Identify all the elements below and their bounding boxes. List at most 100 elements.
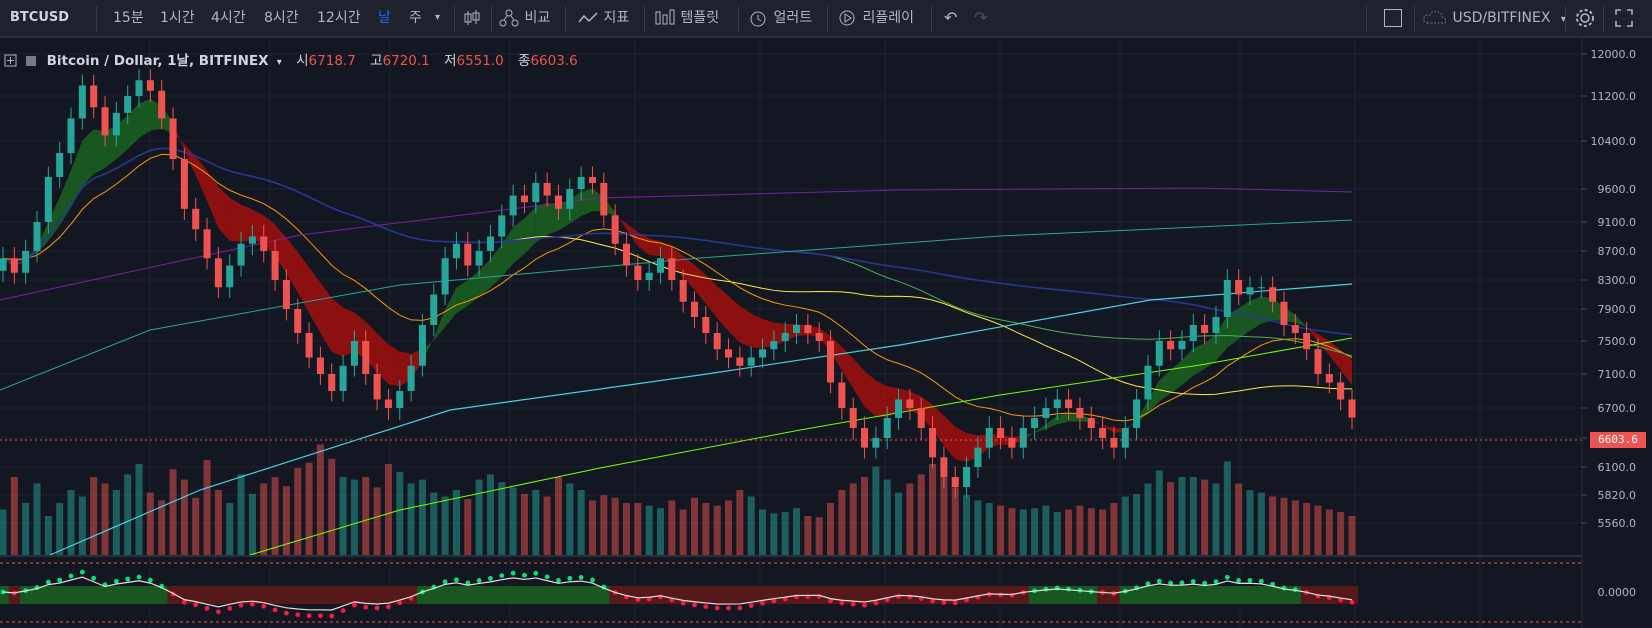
- price-axis[interactable]: 12000.0 11200.0 10400.0 9600.0 9100.0 8700.0 8…: [1582, 48, 1636, 599]
- volume-bar: [974, 500, 982, 555]
- interval-12h-button[interactable]: 12시간: [317, 10, 361, 26]
- redo-icon[interactable]: ↷: [974, 8, 988, 27]
- osc-dot: [1213, 579, 1219, 585]
- indicators-button[interactable]: 지표: [577, 0, 629, 36]
- candle-body: [1314, 349, 1322, 374]
- volume-bar: [872, 466, 880, 555]
- close-label: 종: [518, 53, 531, 69]
- volume-bar: [1246, 490, 1254, 555]
- candle-body: [1337, 382, 1345, 400]
- replay-button[interactable]: 리플레이: [836, 0, 914, 36]
- volume-bar: [1099, 509, 1107, 555]
- volume-bar: [1269, 496, 1277, 555]
- candle-body: [906, 399, 914, 408]
- osc-dot: [1190, 579, 1196, 584]
- legend-menu-icon[interactable]: ▾: [276, 57, 282, 68]
- candle-body: [679, 280, 687, 302]
- ribbon-segment: [218, 186, 230, 241]
- osc-histogram-bar: [1040, 586, 1053, 604]
- exchange-label: USD/BITFINEX: [1452, 10, 1551, 26]
- volume-bar: [1291, 500, 1299, 555]
- compare-button[interactable]: 비교: [498, 0, 550, 36]
- osc-histogram-bar: [1028, 586, 1041, 604]
- collapse-legend-icon[interactable]: [4, 54, 18, 68]
- osc-histogram-bar: [405, 586, 418, 604]
- symbol-search-button[interactable]: BTCUSD: [10, 10, 70, 25]
- interval-dropdown-icon[interactable]: ▾: [435, 12, 441, 23]
- volume-bar: [634, 503, 642, 555]
- osc-histogram-bar: [246, 586, 259, 604]
- osc-histogram-bar: [122, 586, 134, 604]
- osc-histogram-bar: [1164, 586, 1177, 604]
- candle-body: [78, 85, 86, 119]
- ribbon-segment: [683, 255, 695, 290]
- volume-bar: [747, 496, 755, 555]
- candle-body: [1099, 428, 1107, 438]
- osc-histogram-bar: [1074, 586, 1087, 604]
- ribbon-segment: [864, 371, 876, 417]
- interval-4h-button[interactable]: 4시간: [211, 10, 246, 26]
- volume-bar: [373, 487, 381, 555]
- ribbon-segment: [535, 202, 548, 243]
- cloud-icon: [1423, 10, 1447, 24]
- volume-bar: [214, 490, 222, 555]
- volume-bar: [1042, 505, 1050, 555]
- replay-icon: [839, 10, 855, 26]
- osc-dot: [1224, 574, 1230, 580]
- price-chart[interactable]: 12000.0 11200.0 10400.0 9600.0 9100.0 8700.0 8…: [0, 38, 1652, 628]
- candle-body: [214, 258, 222, 288]
- exchange-selector[interactable]: USD/BITFINEX ▾: [1422, 0, 1566, 36]
- osc-dot: [578, 575, 584, 580]
- settings-button[interactable]: [1574, 0, 1596, 36]
- candle-body: [532, 183, 540, 203]
- osc-histogram-bar: [292, 586, 304, 604]
- volume-bar: [294, 467, 302, 555]
- osc-dot: [556, 578, 561, 583]
- volume-bar: [1189, 477, 1197, 555]
- alert-button[interactable]: 얼러트: [747, 0, 812, 36]
- interval-day-button[interactable]: 날: [378, 10, 391, 26]
- volume-bar: [906, 483, 914, 555]
- volume-bar: [1167, 482, 1175, 555]
- price-tick-label: 10400.0: [1591, 135, 1637, 148]
- maximize-button[interactable]: [1614, 0, 1634, 36]
- interval-week-button[interactable]: 주: [409, 10, 422, 26]
- templates-button[interactable]: 템플릿: [654, 0, 719, 36]
- osc-histogram-bar: [1255, 586, 1268, 604]
- osc-histogram-bar: [858, 586, 871, 604]
- volume-bar: [67, 490, 75, 555]
- candle-body: [668, 258, 676, 280]
- toolbar-divider: [1565, 6, 1566, 32]
- volume-bar: [566, 483, 574, 555]
- candle-body: [44, 177, 52, 222]
- candle-body: [770, 341, 778, 350]
- osc-histogram-bar: [575, 586, 588, 604]
- candle-body: [781, 333, 789, 341]
- volume-bar: [838, 490, 846, 555]
- legend-title[interactable]: Bitcoin / Dollar, 1날, BITFINEX: [46, 53, 269, 69]
- osc-histogram-bar: [360, 586, 372, 604]
- chart-style-button[interactable]: [462, 0, 482, 36]
- fullscreen-square-icon[interactable]: [1384, 9, 1402, 27]
- chart-legend: Bitcoin / Dollar, 1날, BITFINEX ▾ 시6718.7…: [4, 51, 578, 71]
- interval-15m-button[interactable]: 15분: [113, 10, 144, 26]
- candle-body: [1201, 325, 1209, 333]
- price-tick-label: 9600.0: [1598, 183, 1637, 196]
- interval-8h-button[interactable]: 8시간: [264, 10, 299, 26]
- candle-body: [702, 317, 710, 333]
- undo-icon[interactable]: ↶: [944, 8, 958, 27]
- candle-body: [203, 229, 211, 259]
- interval-1h-button[interactable]: 1시간: [160, 10, 195, 26]
- candle-body: [464, 243, 472, 266]
- volume-bar: [985, 503, 993, 555]
- candle-body: [350, 341, 358, 366]
- candle-body: [158, 90, 166, 119]
- osc-histogram-bar: [144, 586, 157, 604]
- osc-dot: [397, 600, 403, 606]
- osc-dot: [1247, 577, 1253, 583]
- osc-histogram-bar: [530, 586, 542, 604]
- volume-bar: [192, 497, 200, 555]
- ribbon-segment: [433, 309, 446, 341]
- volume-bar: [452, 490, 460, 555]
- volume-bar: [56, 503, 64, 555]
